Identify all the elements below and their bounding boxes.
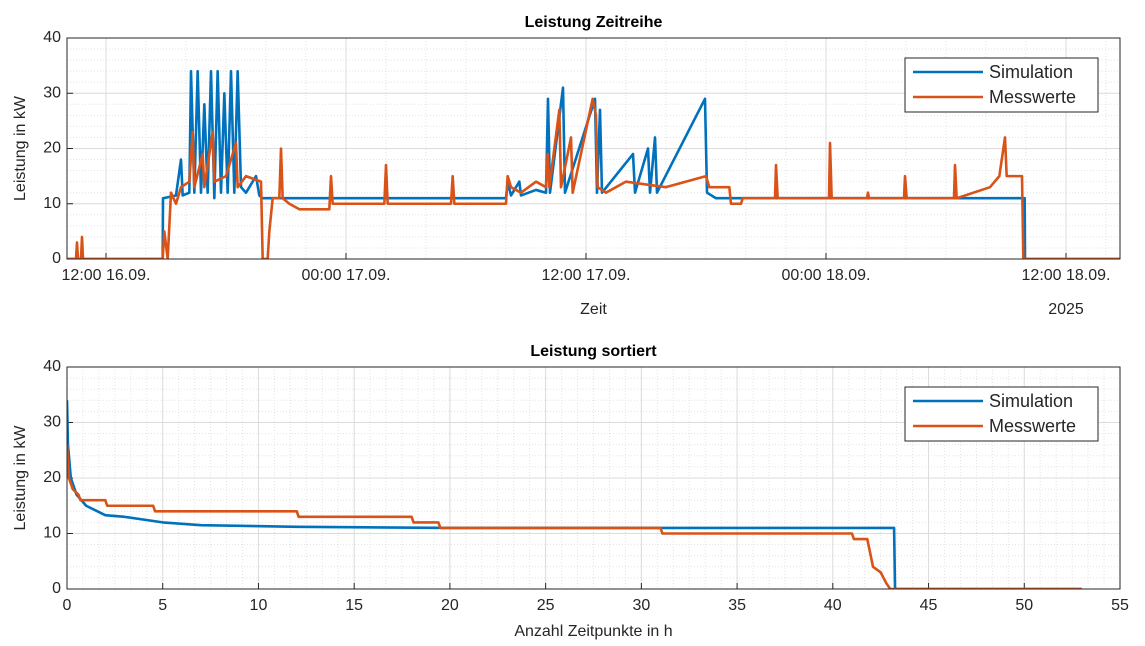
x-tick-label: 12:00 17.09. <box>542 267 631 284</box>
x-tick-label: 20 <box>441 597 459 614</box>
axes-box <box>66 37 1121 260</box>
legend-label: Simulation <box>989 391 1073 411</box>
x-tick-label: 40 <box>824 597 842 614</box>
series-line <box>67 97 1120 259</box>
x-tick-label: 12:00 18.09. <box>1022 267 1111 284</box>
legend-label: Messwerte <box>989 416 1076 436</box>
legend-label: Simulation <box>989 62 1073 82</box>
chart-title: Leistung Zeitreihe <box>525 14 663 31</box>
axes-box <box>66 366 1121 590</box>
y-tick-label: 0 <box>52 580 61 597</box>
x-tick-label: 00:00 18.09. <box>782 267 871 284</box>
x-tick-label: 10 <box>250 597 268 614</box>
x-axis-label: Anzahl Zeitpunkte in h <box>514 623 672 640</box>
y-tick-label: 40 <box>43 29 61 46</box>
x-tick-label: 45 <box>920 597 938 614</box>
legend-label: Messwerte <box>989 87 1076 107</box>
legend-box <box>904 57 1099 113</box>
y-tick-label: 10 <box>43 525 61 542</box>
y-tick-label: 20 <box>43 140 61 157</box>
x-secondary-label: 2025 <box>1048 301 1084 318</box>
legend-box <box>904 386 1099 442</box>
y-tick-label: 0 <box>52 250 61 267</box>
series-line <box>67 444 1082 589</box>
y-tick-label: 30 <box>43 84 61 101</box>
y-axis-label: Leistung in kW <box>12 95 29 201</box>
x-tick-label: 5 <box>158 597 167 614</box>
x-tick-label: 25 <box>537 597 555 614</box>
x-tick-label: 55 <box>1111 597 1129 614</box>
chart-title: Leistung sortiert <box>530 343 657 360</box>
y-tick-label: 10 <box>43 195 61 212</box>
x-axis-label: Zeit <box>580 301 607 318</box>
x-tick-label: 15 <box>345 597 363 614</box>
y-axis-label: Leistung in kW <box>12 425 29 531</box>
x-tick-label: 50 <box>1015 597 1033 614</box>
x-tick-label: 0 <box>63 597 72 614</box>
x-tick-label: 00:00 17.09. <box>302 267 391 284</box>
x-tick-label: 30 <box>632 597 650 614</box>
y-tick-label: 20 <box>43 469 61 486</box>
series-line <box>67 400 1082 589</box>
y-tick-label: 40 <box>43 358 61 375</box>
y-tick-label: 30 <box>43 414 61 431</box>
x-tick-label: 12:00 16.09. <box>62 267 151 284</box>
x-tick-label: 35 <box>728 597 746 614</box>
